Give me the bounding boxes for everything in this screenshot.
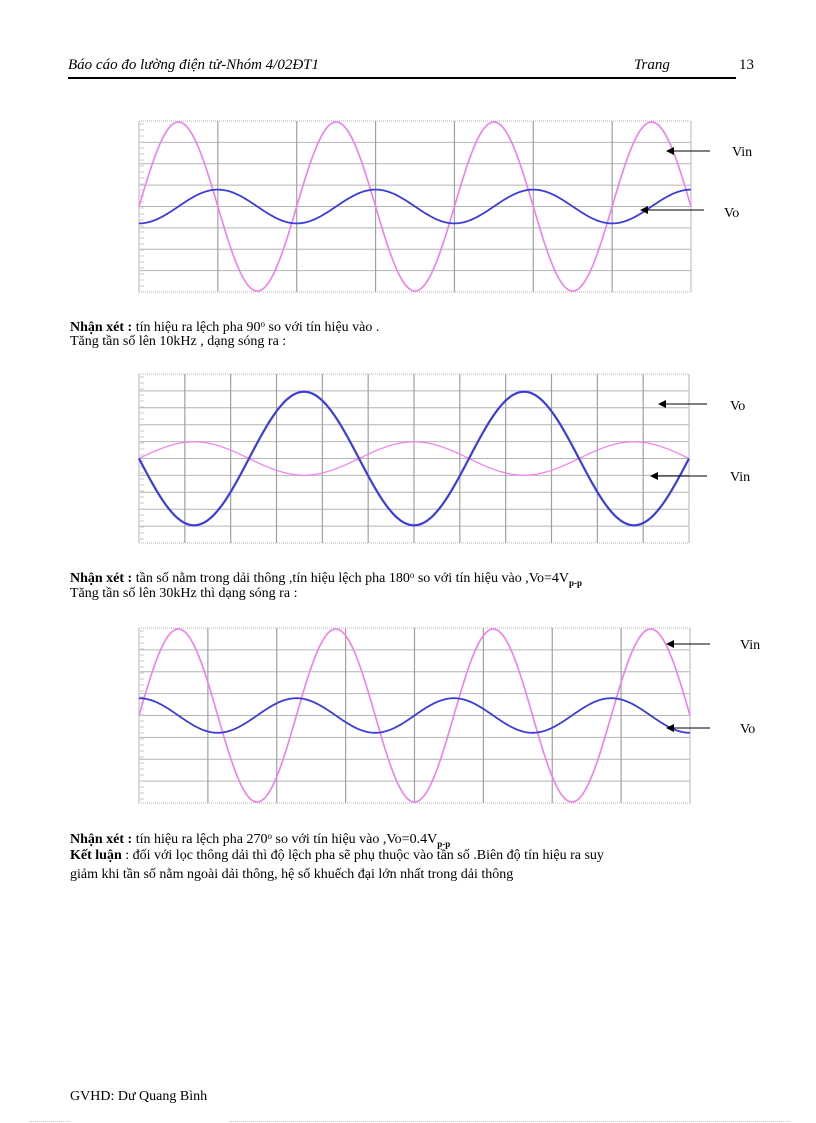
- chart-1-label-vo: Vo: [724, 206, 740, 221]
- conclusion-text: : đối với lọc thông dải thì độ lệch pha …: [121, 848, 604, 863]
- remark-2: Nhận xét : tần số nằm trong dải thông ,t…: [70, 567, 582, 592]
- remark-1: Nhận xét : tín hiệu ra lệch pha 90o so v…: [70, 316, 379, 336]
- remark-3: Nhận xét : tín hiệu ra lệch pha 270o so …: [70, 828, 450, 853]
- waveform-vin: [138, 628, 691, 803]
- footer-rule-right: [230, 1121, 790, 1122]
- remark-2-label: Nhận xét :: [70, 571, 133, 586]
- remark-3-text-end: so với tín hiệu vào ,Vo=0.4V: [272, 832, 438, 847]
- waveform-vo: [138, 188, 692, 225]
- remark-2-text-end: so với tín hiệu vào ,Vo=4V: [414, 571, 570, 586]
- footer-rule-left: [30, 1121, 70, 1122]
- peak-to-peak-subscript: p-p: [437, 839, 451, 849]
- remark-1-label: Nhận xét :: [70, 320, 133, 335]
- page-number: 13: [739, 57, 754, 73]
- remark-1-text-end: so với tín hiệu vào .: [265, 320, 380, 335]
- remark-1-text: tín hiệu ra lệch pha 90: [132, 320, 261, 335]
- frequency-10khz-line: Tăng tần số lên 10kHz , dạng sóng ra :: [70, 334, 287, 349]
- waveform-vin: [138, 441, 690, 476]
- conclusion: Kết luận : đối với lọc thông dải thì độ …: [70, 847, 604, 864]
- waveform-chart-2: [138, 373, 690, 544]
- page-header: Báo cáo đo lường điện tử-Nhóm 4/02ĐT1 Tr…: [68, 57, 754, 79]
- remark-2-text: tần số nằm trong dải thông ,tín hiệu lệc…: [132, 571, 410, 586]
- frequency-30khz-line: Tăng tần số lên 30kHz thì dạng sóng ra :: [70, 586, 298, 601]
- conclusion-continued: giảm khi tần số nằm ngoài dải thông, hệ …: [70, 867, 514, 882]
- remark-3-label: Nhận xét :: [70, 832, 133, 847]
- chart-2-label-vin: Vin: [730, 470, 751, 485]
- waveform-vo: [138, 697, 691, 734]
- degree-symbol: o: [409, 570, 415, 580]
- remark-3-text: tín hiệu ra lệch pha 270: [132, 832, 268, 847]
- chart-1-label-vin: Vin: [732, 145, 753, 160]
- header-page-label: Trang: [634, 57, 670, 73]
- peak-to-peak-subscript: p-p: [569, 578, 583, 588]
- chart-3-label-vin: Vin: [740, 638, 761, 653]
- chart-2-label-vo: Vo: [730, 399, 746, 414]
- waveform-vo: [138, 390, 690, 527]
- waveform-chart-3: [138, 627, 691, 804]
- degree-symbol: o: [267, 831, 273, 841]
- chart-3-label-vo: Vo: [740, 722, 756, 737]
- footer-advisor: GVHD: Dư Quang Bình: [70, 1089, 208, 1104]
- conclusion-label: Kết luận: [70, 848, 122, 863]
- header-title: Báo cáo đo lường điện tử-Nhóm 4/02ĐT1: [68, 57, 320, 73]
- header-rule: [68, 77, 736, 79]
- degree-symbol: o: [260, 319, 266, 329]
- waveform-vin: [138, 121, 692, 292]
- waveform-chart-1: [138, 120, 692, 293]
